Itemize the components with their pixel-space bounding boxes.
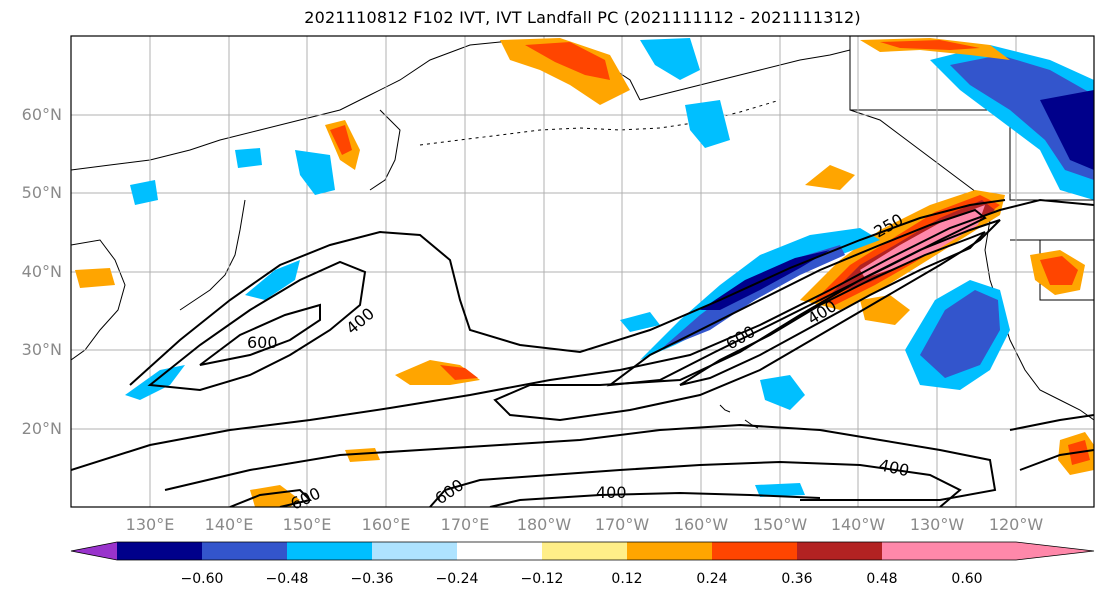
colorbar-tick: 0.36	[781, 571, 813, 587]
colorbar-extend-low	[71, 542, 117, 560]
lon-label-170w: 170°W	[594, 515, 650, 534]
colorbar-segment	[797, 542, 882, 560]
colorbar-tick: 0.60	[951, 571, 983, 587]
colorbar-tick: −0.60	[180, 571, 224, 587]
lon-label-150e: 150°E	[282, 515, 332, 534]
colorbar-tick: −0.36	[350, 571, 394, 587]
lon-label-160w: 160°W	[673, 515, 729, 534]
lon-label-130w: 130°W	[909, 515, 965, 534]
lon-label-160e: 160°E	[361, 515, 411, 534]
colorbar-segment	[712, 542, 797, 560]
lon-label-150w: 150°W	[752, 515, 808, 534]
colorbar	[70, 541, 1095, 561]
map-frame	[70, 35, 1095, 508]
lon-label-180w: 180°W	[516, 515, 572, 534]
lat-label-60n: 60°N	[21, 105, 62, 124]
ivt-contours	[71, 198, 1094, 507]
colorbar-segment	[202, 542, 287, 560]
colorbar-segment	[882, 542, 967, 560]
contour-label-600-a: 600	[247, 333, 278, 352]
lon-label-140e: 140°E	[204, 515, 254, 534]
lon-label-130e: 130°E	[125, 515, 175, 534]
colorbar-tick: 0.24	[696, 571, 728, 587]
colorbar-tick: 0.48	[866, 571, 898, 587]
colorbar-tick: −0.48	[265, 571, 309, 587]
lon-label-170e: 170°E	[440, 515, 490, 534]
pc-shading	[75, 38, 1094, 507]
map-title: 2021110812 F102 IVT, IVT Landfall PC (20…	[304, 8, 861, 27]
colorbar-segment	[372, 542, 457, 560]
colorbar-segment	[117, 542, 202, 560]
colorbar-segment	[287, 542, 372, 560]
lat-label-40n: 40°N	[21, 262, 62, 281]
lon-label-140w: 140°W	[830, 515, 886, 534]
colorbar-segment	[627, 542, 712, 560]
colorbar-extend-high	[967, 542, 1094, 560]
contour-label-400-d: 400	[596, 483, 627, 502]
lat-label-20n: 20°N	[21, 419, 62, 438]
colorbar-tick: −0.12	[520, 571, 564, 587]
lon-label-120w: 120°W	[988, 515, 1044, 534]
lat-label-30n: 30°N	[21, 340, 62, 359]
colorbar-tick: −0.24	[435, 571, 479, 587]
colorbar-segment	[457, 542, 542, 560]
colorbar-tick: 0.12	[611, 571, 643, 587]
lat-label-50n: 50°N	[21, 183, 62, 202]
colorbar-segment	[542, 542, 627, 560]
